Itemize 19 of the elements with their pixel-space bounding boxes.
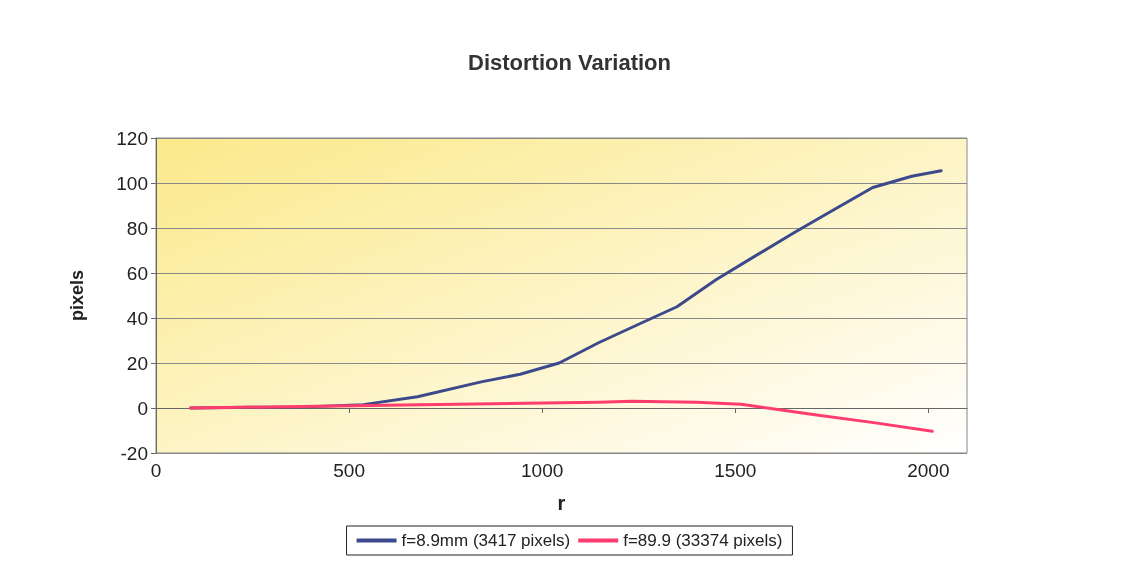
y-axis-title: pixels bbox=[67, 269, 87, 322]
y-tick-label: 20 bbox=[126, 352, 148, 374]
x-tick-label: 500 bbox=[333, 460, 365, 481]
y-tick-label: 40 bbox=[126, 307, 148, 329]
y-tick-label: 80 bbox=[126, 217, 148, 239]
x-tick-label: 2000 bbox=[907, 460, 950, 481]
y-tick-label: 100 bbox=[116, 172, 148, 194]
x-tick-label: 1000 bbox=[521, 460, 564, 481]
x-axis-title: r bbox=[557, 492, 566, 514]
y-tick-label: 120 bbox=[116, 127, 148, 149]
y-tick-label: 0 bbox=[137, 397, 148, 419]
x-tick-label: 0 bbox=[150, 460, 162, 481]
legend-label: f=89.9 (33374 pixels) bbox=[623, 531, 783, 550]
y-tick-label: -20 bbox=[120, 442, 148, 464]
line-series bbox=[188, 399, 934, 433]
y-tick-label: 60 bbox=[126, 262, 148, 284]
chart-title: Distortion Variation bbox=[468, 49, 671, 75]
legend-label: f=8.9mm (3417 pixels) bbox=[401, 531, 571, 550]
x-tick-label: 1500 bbox=[714, 460, 757, 481]
